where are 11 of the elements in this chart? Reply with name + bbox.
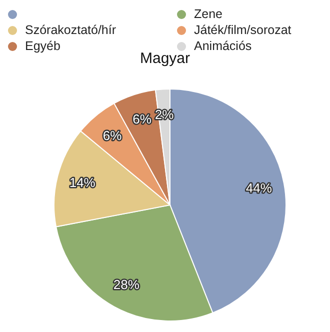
legend-label: Játék/film/sorozat — [194, 22, 292, 38]
data-label: 14% — [69, 175, 96, 190]
data-label: 6% — [132, 111, 152, 126]
legend-label: Szórakoztató/hír — [25, 22, 116, 38]
data-label: 28% — [113, 276, 140, 292]
data-label: 6% — [102, 128, 122, 143]
legend-label: Egyéb — [25, 38, 60, 54]
legend-label: Animációs — [194, 38, 252, 54]
text: Magyar — [140, 50, 190, 67]
legend-label: Zene — [194, 6, 222, 22]
data-label: 44% — [246, 180, 272, 196]
